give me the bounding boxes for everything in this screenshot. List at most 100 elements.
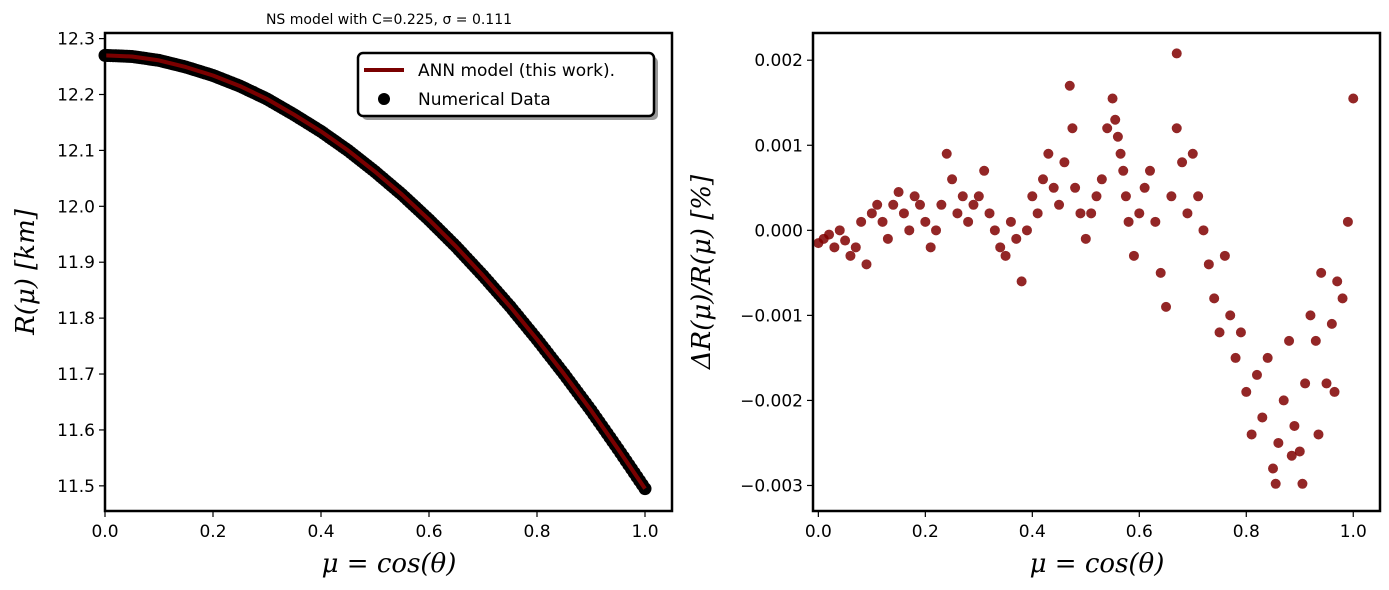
residual-data-point [888,199,899,210]
residual-data-point [829,242,840,253]
residual-data-point [1128,250,1139,261]
left-x-tick-label: 0.8 [523,522,550,542]
residual-data-point [877,216,888,227]
residual-data-point [1134,208,1145,219]
residual-data-point [1198,225,1209,236]
left-x-tick-label: 0.6 [415,522,442,542]
residual-data-point [1262,352,1273,363]
residual-data-point [1268,463,1279,474]
residual-data-point [968,199,979,210]
left-y-tick-label: 12.0 [57,197,95,217]
residual-data-point [1043,148,1054,159]
left-x-tick-label: 0.2 [199,522,226,542]
left-x-axis: 0.0 0.2 0.4 0.6 0.8 1.0 [91,511,659,542]
residual-data-point [1000,250,1011,261]
residual-data-point [1150,216,1161,227]
residual-data-point [920,216,931,227]
residual-data-point [1027,191,1038,202]
residual-data-point [834,225,845,236]
left-y-tick-label: 11.8 [57,309,95,329]
residual-data-point [1086,208,1097,219]
residual-data-point [1241,386,1252,397]
right-x-axis-label: μ = cos(θ) [1030,549,1165,579]
residual-data-point [1182,208,1193,219]
residual-data-point [1209,293,1220,304]
right-y-tick-label: −0.003 [740,476,803,496]
residual-data-point [1139,182,1150,193]
residual-data-point [1021,225,1032,236]
residual-data-point [840,235,851,246]
residual-data-point [1235,327,1246,338]
left-x-tick-label: 0.4 [307,522,334,542]
residual-data-point [1080,233,1091,244]
residual-data-point [861,259,872,270]
left-y-tick-label: 11.6 [57,421,95,441]
residual-data-point [973,191,984,202]
right-y-tick-label: 0.000 [754,221,803,241]
residual-data-point [1118,165,1129,176]
residual-data-point [936,199,947,210]
right-y-tick-label: 0.001 [754,136,803,156]
legend-label-numerical-data: Numerical Data [418,90,551,110]
residual-data-point [979,165,990,176]
right-x-axis: 0.0 0.2 0.4 0.6 0.8 1.0 [805,511,1367,542]
residual-data-point [952,208,963,219]
residual-data-point [1219,250,1230,261]
residual-data-point [1225,310,1236,321]
residual-data-point [1115,148,1126,159]
residual-data-point [1246,429,1257,440]
residual-data-point [1171,123,1182,134]
right-x-tick-label: 0.0 [805,522,832,542]
residual-data-point [1300,378,1311,389]
right-y-axis: −0.003 −0.002 −0.001 0.000 0.001 0.002 [740,51,813,496]
right-y-tick-label: −0.002 [740,391,803,411]
residual-data-point [1310,335,1321,346]
right-x-tick-label: 0.4 [1019,522,1046,542]
residual-data-point [1112,131,1123,142]
residual-data-point [1313,429,1324,440]
residual-data-point [1005,216,1016,227]
residual-data-point [1096,174,1107,185]
residual-data-point [1187,148,1198,159]
residual-data-point [1161,301,1172,312]
left-chart-title: NS model with C=0.225, σ = 0.111 [266,12,512,28]
left-plot-area [98,48,652,496]
legend-box [356,51,656,118]
right-plot-area [813,48,1359,489]
left-y-tick-label: 11.9 [57,253,95,273]
residual-data-point [963,216,974,227]
left-y-axis-label: R(μ) [km] [11,208,41,336]
residual-data-point [1011,233,1022,244]
residual-data-point [941,148,952,159]
residual-data-point [1286,450,1297,461]
residual-data-point [1110,114,1121,125]
residual-data-point [1251,369,1262,380]
residual-data-point [1203,259,1214,270]
residual-data-point [1155,267,1166,278]
left-x-tick-label: 1.0 [631,522,658,542]
residual-data-point [1270,478,1281,489]
residual-data-point [984,208,995,219]
residual-data-point [845,250,856,261]
left-y-tick-label: 12.1 [57,141,95,161]
left-chart: NS model with C=0.225, σ = 0.111 0.0 0.2 0… [11,12,674,579]
residual-data-point [931,225,942,236]
right-y-tick-label: −0.001 [740,306,803,326]
left-y-tick-label: 12.2 [57,85,95,105]
residual-data-point [1348,93,1359,104]
left-x-tick-label: 0.0 [91,522,118,542]
residual-data-point [1075,208,1086,219]
residual-data-point [904,225,915,236]
ann-model-line [104,53,647,490]
residual-data-point [872,199,883,210]
residual-data-point [1070,182,1081,193]
legend-dot-swatch [378,93,390,105]
residual-data-point [1230,352,1241,363]
residual-data-point [856,216,867,227]
residual-data-point [1120,191,1131,202]
residual-data-point [1329,386,1340,397]
residual-data-point [957,191,968,202]
residual-data-point [1337,293,1348,304]
residual-data-point [925,242,936,253]
residual-data-point [898,208,909,219]
